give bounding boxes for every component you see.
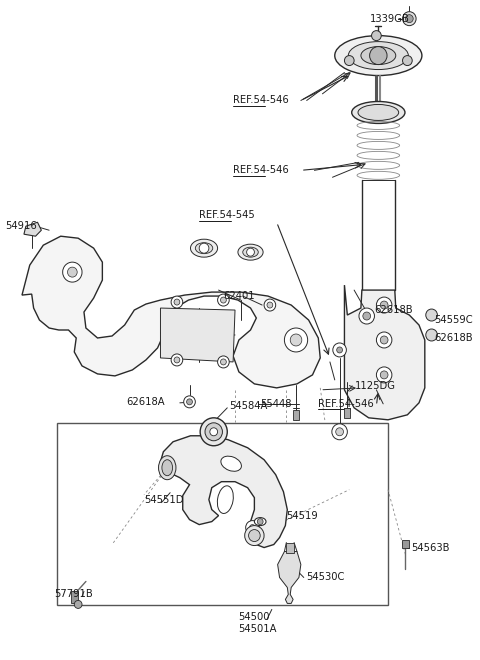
Bar — [57, 423, 388, 605]
Circle shape — [184, 396, 195, 408]
Circle shape — [205, 423, 222, 441]
Ellipse shape — [191, 239, 217, 257]
Circle shape — [406, 15, 413, 22]
Circle shape — [403, 12, 416, 26]
Text: 1339GB: 1339GB — [370, 14, 409, 24]
Ellipse shape — [162, 460, 173, 476]
Ellipse shape — [254, 517, 266, 525]
Ellipse shape — [238, 244, 263, 260]
Circle shape — [250, 525, 255, 531]
Circle shape — [247, 248, 254, 256]
Text: 54559C: 54559C — [434, 315, 473, 325]
Text: 62618B: 62618B — [434, 333, 473, 343]
Ellipse shape — [195, 243, 213, 253]
Polygon shape — [277, 552, 301, 603]
Circle shape — [380, 336, 388, 344]
Circle shape — [220, 359, 226, 365]
Text: 1125DG: 1125DG — [355, 381, 396, 391]
Text: 54584A: 54584A — [229, 401, 267, 411]
Circle shape — [376, 332, 392, 348]
Circle shape — [171, 296, 183, 308]
Circle shape — [285, 328, 308, 352]
Circle shape — [370, 47, 387, 65]
Bar — [293, 410, 299, 420]
Circle shape — [220, 297, 226, 303]
Ellipse shape — [335, 36, 422, 75]
Ellipse shape — [352, 102, 405, 123]
Circle shape — [380, 371, 388, 379]
Circle shape — [171, 354, 183, 366]
Text: 57791B: 57791B — [54, 589, 93, 599]
Circle shape — [426, 309, 437, 321]
Ellipse shape — [348, 42, 408, 69]
Circle shape — [403, 55, 412, 65]
Polygon shape — [160, 436, 288, 548]
Circle shape — [174, 299, 180, 305]
Text: REF.54-546: REF.54-546 — [233, 166, 289, 176]
Circle shape — [426, 329, 437, 341]
Polygon shape — [22, 236, 320, 388]
Ellipse shape — [243, 248, 258, 257]
Text: 54916: 54916 — [6, 221, 37, 231]
Circle shape — [68, 267, 77, 277]
Circle shape — [174, 357, 180, 363]
Circle shape — [246, 521, 259, 535]
Circle shape — [333, 343, 347, 357]
Circle shape — [210, 428, 217, 436]
Circle shape — [359, 308, 374, 324]
Ellipse shape — [249, 529, 260, 542]
Circle shape — [336, 428, 344, 436]
Circle shape — [345, 55, 354, 65]
Text: 54530C: 54530C — [306, 572, 344, 583]
Circle shape — [376, 367, 392, 383]
Text: 54563B: 54563B — [411, 543, 450, 552]
Circle shape — [199, 243, 209, 253]
Circle shape — [376, 297, 392, 313]
Circle shape — [74, 601, 82, 609]
Text: 55448: 55448 — [260, 399, 292, 409]
Text: REF.54-545: REF.54-545 — [199, 211, 255, 220]
Circle shape — [290, 334, 302, 346]
Text: 54500: 54500 — [238, 612, 269, 622]
Text: 54551D: 54551D — [144, 494, 183, 505]
Text: 54501A: 54501A — [238, 624, 276, 634]
Text: 54519: 54519 — [287, 511, 318, 521]
Text: REF.54-546: REF.54-546 — [318, 399, 374, 409]
Bar — [287, 543, 294, 552]
Circle shape — [332, 424, 348, 440]
Ellipse shape — [217, 486, 233, 513]
Ellipse shape — [221, 456, 241, 471]
Circle shape — [363, 312, 371, 320]
Text: 62618A: 62618A — [127, 397, 165, 407]
Text: 62618B: 62618B — [374, 305, 413, 315]
Circle shape — [217, 294, 229, 306]
Circle shape — [187, 399, 192, 405]
Circle shape — [257, 519, 263, 525]
Ellipse shape — [361, 47, 396, 65]
Polygon shape — [160, 308, 235, 362]
Bar — [345, 408, 350, 418]
Ellipse shape — [358, 104, 399, 120]
Text: 62401: 62401 — [223, 291, 255, 301]
Circle shape — [217, 356, 229, 368]
Ellipse shape — [245, 525, 264, 546]
Polygon shape — [345, 285, 425, 420]
Circle shape — [200, 418, 227, 446]
Ellipse shape — [158, 456, 176, 480]
Circle shape — [372, 30, 381, 41]
Circle shape — [63, 262, 82, 282]
Circle shape — [264, 299, 276, 311]
Text: REF.54-546: REF.54-546 — [233, 96, 289, 106]
Bar — [72, 591, 78, 603]
Bar — [402, 540, 409, 548]
Circle shape — [336, 347, 343, 353]
Polygon shape — [24, 222, 41, 236]
Circle shape — [267, 302, 273, 308]
Circle shape — [380, 301, 388, 309]
